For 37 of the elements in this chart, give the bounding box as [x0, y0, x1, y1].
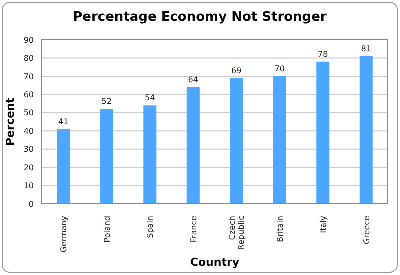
data-label: 54	[145, 94, 156, 103]
y-tick-label: 80	[24, 54, 34, 64]
data-label: 52	[102, 97, 112, 106]
x-tick-label: Greece	[362, 216, 372, 244]
bar	[57, 129, 70, 204]
data-label: 41	[58, 117, 69, 126]
bar	[144, 106, 157, 204]
bar	[186, 87, 200, 204]
data-label: 64	[188, 75, 198, 84]
y-tick-label: 30	[24, 145, 34, 154]
x-tick-label: Germany	[60, 216, 69, 253]
y-axis-title: Percent	[4, 98, 17, 146]
x-tick-label: Britain	[276, 216, 285, 242]
x-tick-label: Spain	[146, 216, 156, 238]
x-tick-label: Italy	[319, 216, 328, 234]
x-tick-label: France	[189, 216, 198, 243]
x-axis-title: Country	[190, 256, 240, 269]
y-tick-label: 40	[24, 126, 34, 136]
data-label: 69	[232, 66, 242, 76]
y-tick-label: 70	[24, 72, 34, 82]
y-tick-label: 20	[24, 163, 34, 172]
x-tick-label: Czech Republic	[228, 216, 246, 250]
bar	[273, 76, 286, 204]
data-label: 70	[274, 64, 285, 74]
bar	[100, 109, 114, 204]
data-label: 81	[361, 44, 372, 54]
chart-title: Percentage Economy Not Stronger	[72, 10, 328, 25]
bar	[360, 56, 373, 204]
bar	[230, 78, 244, 204]
y-tick-label: 10	[24, 182, 34, 191]
y-tick-label: 0	[28, 200, 34, 209]
bar	[316, 62, 330, 204]
y-tick-label: 60	[24, 90, 34, 100]
y-tick-label: 90	[24, 36, 34, 45]
y-tick-label: 50	[24, 108, 34, 118]
data-label: 78	[318, 50, 328, 59]
x-tick-label: Poland	[102, 216, 112, 243]
